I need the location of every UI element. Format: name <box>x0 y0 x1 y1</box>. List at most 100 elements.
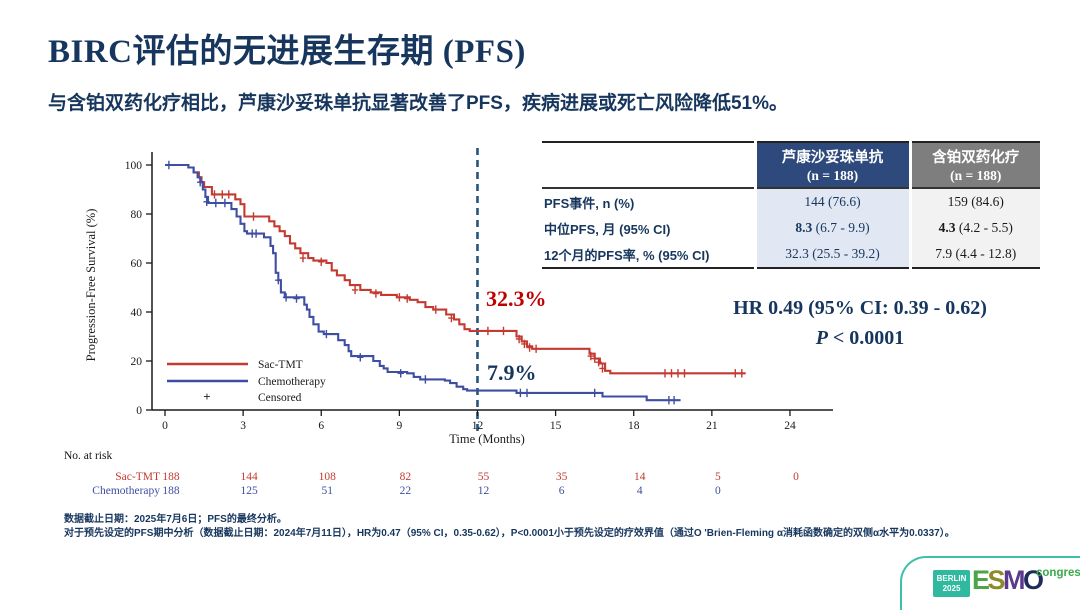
risk-table-caption: No. at risk <box>64 450 113 462</box>
logo-letter: M <box>1003 565 1026 595</box>
risk-value: 0 <box>714 485 721 497</box>
table-row: 中位PFS, 月 (95% CI) 8.3 (6.7 - 9.9) 4.3 (4… <box>542 215 1040 241</box>
risk-row-label: Sac-TMT <box>115 471 160 483</box>
censor-mark <box>591 388 598 398</box>
censor-mark <box>523 388 531 398</box>
censor-mark <box>250 212 257 221</box>
censor-mark <box>661 369 669 378</box>
censor-mark <box>521 339 528 349</box>
legend-censored-marker: + <box>203 389 210 404</box>
p-symbol: P <box>815 327 828 349</box>
censor-mark <box>372 289 380 298</box>
risk-value: 108 <box>318 471 336 483</box>
x-tick-label: 12 <box>472 420 484 432</box>
table-row: PFS事件, n (%) 144 (76.6) 159 (84.6) <box>542 188 1040 215</box>
x-tick-label: 3 <box>240 420 246 432</box>
censor-mark <box>212 198 219 208</box>
x-tick-label: 6 <box>318 420 324 432</box>
km-plot: 0 3 6 9 12 15 18 21 24 0 20 40 60 80 100 Progression-Fr… <box>84 148 833 446</box>
table-header-empty <box>542 142 755 189</box>
censor-mark <box>323 329 330 339</box>
page-subtitle: 与含铂双药化疗相比，芦康沙妥珠单抗显著改善了PFS，疾病进展或死亡风险降低51%… <box>48 93 788 114</box>
esmo-logo: BERLIN 2025 ESMO congress <box>900 556 1080 610</box>
x-tick-label: 0 <box>162 420 168 432</box>
page-title: BIRC评估的无进展生存期 (PFS) <box>48 34 526 70</box>
cell-events-chemo: 159 (84.6) <box>908 188 1040 215</box>
censor-mark <box>599 364 606 373</box>
x-axis-label: Time (Months) <box>449 432 525 446</box>
censor-mark <box>526 343 533 352</box>
risk-value: 82 <box>399 471 412 483</box>
annotation-12month-chemo: 7.9% <box>487 360 537 385</box>
censor-mark <box>738 369 745 378</box>
risk-value: 5 <box>714 471 721 483</box>
censor-mark <box>668 369 675 378</box>
risk-value: 35 <box>555 471 568 483</box>
risk-value: 144 <box>240 471 258 483</box>
risk-value: 125 <box>240 485 258 497</box>
censor-mark <box>299 253 307 263</box>
risk-value: 188 <box>162 471 180 483</box>
censor-mark <box>670 396 678 405</box>
x-tick-label: 9 <box>396 420 402 432</box>
censor-mark <box>397 369 404 378</box>
y-axis-label: Progression-Free Survival (%) <box>84 209 98 362</box>
hr-stats-block: HR 0.49 (95% CI: 0.39 - 0.62) P < 0.0001 <box>685 297 1035 350</box>
annotation-12month-sactmt: 32.3% <box>486 286 547 311</box>
censor-mark <box>732 369 739 378</box>
censor-mark <box>681 369 688 378</box>
y-tick-label: 100 <box>125 160 143 172</box>
logo-letter: E <box>972 565 990 595</box>
p-value: < 0.0001 <box>827 327 905 349</box>
risk-row-label: Chemotherapy <box>92 485 160 497</box>
y-tick-label: 0 <box>136 405 142 417</box>
censor-mark <box>432 305 439 314</box>
censor-mark <box>500 326 507 336</box>
table-row: 12个月的PFS率, % (95% CI) 32.3 (25.5 - 39.2)… <box>542 241 1040 268</box>
censor-mark <box>252 229 260 238</box>
risk-value: 22 <box>399 485 412 497</box>
risk-row-sac-tmt: Sac-TMT 188 144 108 82 55 35 14 5 0 <box>0 471 1080 485</box>
y-tick-label: 40 <box>131 307 143 319</box>
results-table: 芦康沙妥珠单抗 (n = 188) 含铂双药化疗 (n = 188) PFS事件… <box>542 141 1040 269</box>
footnote-line-2: 对于预先设定的PFS期中分析（数据截止日期：2024年7月11日），HR为0.4… <box>64 528 955 539</box>
legend-label: Sac-TMT <box>258 359 303 371</box>
cell-12mo-sactmt: 32.3 (25.5 - 39.2) <box>753 241 910 268</box>
censor-mark <box>587 351 594 361</box>
censor-mark <box>165 160 173 170</box>
censor-mark <box>275 276 282 285</box>
censor-mark <box>448 313 455 323</box>
table-header-sactmt: 芦康沙妥珠单抗 (n = 188) <box>753 142 910 189</box>
censor-mark <box>517 388 524 398</box>
censor-mark <box>396 293 403 302</box>
censor-mark <box>532 344 540 353</box>
x-tick-label: 21 <box>706 420 718 432</box>
cell-median-chemo: 4.3 (4.2 - 5.5) <box>908 215 1040 241</box>
risk-value: 6 <box>558 485 565 497</box>
legend-label: Chemotherapy <box>258 376 326 388</box>
censor-mark <box>211 190 218 199</box>
censor-mark <box>422 375 429 384</box>
logo-letter: S <box>987 565 1006 595</box>
censor-mark <box>595 358 602 367</box>
censor-mark <box>351 285 359 295</box>
cell-median-sactmt: 8.3 (6.7 - 9.9) <box>753 215 910 241</box>
censor-mark <box>225 190 232 199</box>
risk-row-chemotherapy: Chemotherapy 188 125 51 22 12 6 4 0 <box>0 485 1080 499</box>
censor-mark <box>357 353 364 362</box>
footnotes: 数据截止日期：2025年7月6日；PFS的最终分析。 对于预先设定的PFS期中分… <box>64 513 1064 541</box>
risk-value: 4 <box>636 485 643 497</box>
table-header-row: 芦康沙妥珠单抗 (n = 188) 含铂双药化疗 (n = 188) <box>542 142 1040 189</box>
risk-value: 55 <box>477 471 490 483</box>
hr-text: HR 0.49 (95% CI: 0.39 - 0.62) <box>733 297 987 319</box>
censor-mark <box>591 354 598 363</box>
censor-mark <box>674 369 682 378</box>
censor-mark <box>203 197 210 206</box>
x-tick-label: 18 <box>628 420 640 432</box>
y-tick-label: 60 <box>131 258 143 270</box>
censor-mark <box>484 326 492 336</box>
x-tick-label: 24 <box>784 420 796 432</box>
censor-mark <box>293 294 300 303</box>
censor-mark <box>515 334 523 344</box>
